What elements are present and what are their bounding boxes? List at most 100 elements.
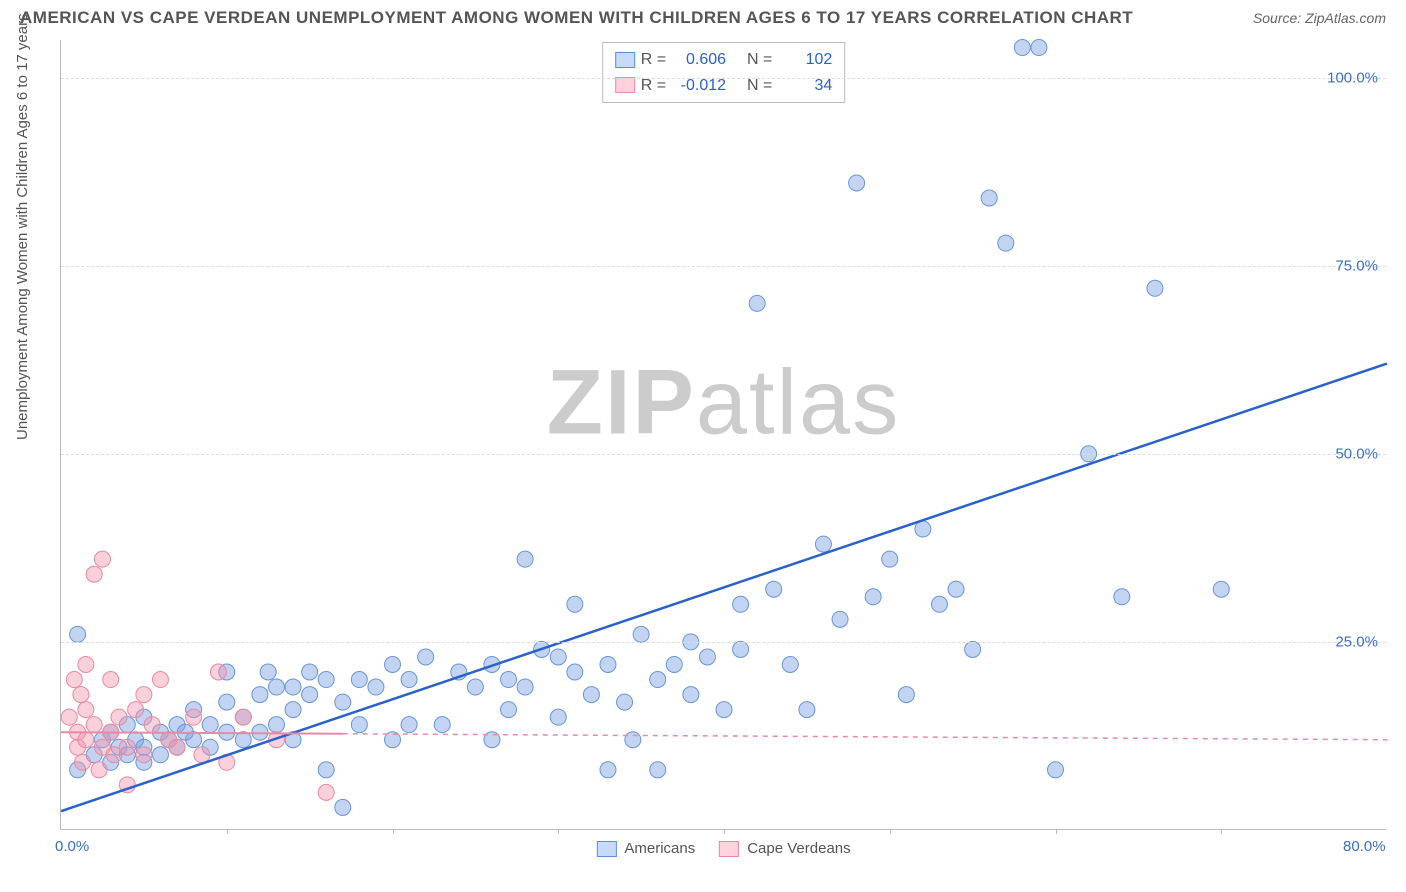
data-point bbox=[815, 536, 831, 552]
legend-series: Americans Cape Verdeans bbox=[596, 840, 850, 857]
data-point bbox=[351, 672, 367, 688]
data-point bbox=[136, 747, 152, 763]
data-point bbox=[186, 709, 202, 725]
data-point bbox=[699, 649, 715, 665]
data-point bbox=[567, 664, 583, 680]
data-point bbox=[1048, 762, 1064, 778]
data-point bbox=[73, 687, 89, 703]
data-point bbox=[260, 664, 276, 680]
n-value: 34 bbox=[778, 73, 832, 99]
y-tick-label: 100.0% bbox=[1327, 69, 1378, 86]
x-tick-mark bbox=[558, 829, 559, 834]
data-point bbox=[78, 702, 94, 718]
legend-label: Americans bbox=[624, 840, 695, 857]
data-point bbox=[210, 664, 226, 680]
data-point bbox=[998, 235, 1014, 251]
data-point bbox=[600, 762, 616, 778]
legend-swatch-blue bbox=[615, 52, 635, 68]
data-point bbox=[128, 702, 144, 718]
data-point bbox=[600, 656, 616, 672]
data-point bbox=[335, 694, 351, 710]
data-point bbox=[882, 551, 898, 567]
data-point bbox=[931, 596, 947, 612]
x-tick-mark bbox=[724, 829, 725, 834]
data-point bbox=[1147, 280, 1163, 296]
data-point bbox=[898, 687, 914, 703]
y-tick-label: 75.0% bbox=[1335, 257, 1378, 274]
y-tick-label: 50.0% bbox=[1335, 445, 1378, 462]
x-tick-label: 80.0% bbox=[1343, 838, 1386, 855]
data-point bbox=[782, 656, 798, 672]
grid-line bbox=[61, 78, 1386, 79]
legend-stats-row: R = -0.012 N = 34 bbox=[615, 73, 833, 99]
data-point bbox=[385, 656, 401, 672]
data-point bbox=[915, 521, 931, 537]
data-point bbox=[401, 717, 417, 733]
data-point bbox=[1014, 40, 1030, 56]
legend-stats-row: R = 0.606 N = 102 bbox=[615, 47, 833, 73]
data-point bbox=[75, 754, 91, 770]
data-point bbox=[111, 709, 127, 725]
x-tick-mark bbox=[1056, 829, 1057, 834]
data-point bbox=[633, 626, 649, 642]
data-point bbox=[1114, 589, 1130, 605]
data-point bbox=[169, 739, 185, 755]
data-point bbox=[318, 762, 334, 778]
data-point bbox=[517, 551, 533, 567]
data-point bbox=[550, 709, 566, 725]
grid-line bbox=[61, 266, 1386, 267]
grid-line bbox=[61, 642, 1386, 643]
data-point bbox=[351, 717, 367, 733]
data-point bbox=[625, 732, 641, 748]
legend-swatch-blue bbox=[596, 841, 616, 857]
r-label: R = bbox=[641, 47, 666, 73]
data-point bbox=[849, 175, 865, 191]
data-point bbox=[219, 694, 235, 710]
title-bar: AMERICAN VS CAPE VERDEAN UNEMPLOYMENT AM… bbox=[0, 0, 1406, 32]
data-point bbox=[318, 672, 334, 688]
data-point bbox=[268, 679, 284, 695]
data-point bbox=[1213, 581, 1229, 597]
data-point bbox=[733, 641, 749, 657]
data-point bbox=[94, 551, 110, 567]
data-point bbox=[302, 687, 318, 703]
data-point bbox=[434, 717, 450, 733]
data-point bbox=[194, 747, 210, 763]
legend-stats-box: R = 0.606 N = 102 R = -0.012 N = 34 bbox=[602, 42, 846, 103]
source-value: ZipAtlas.com bbox=[1305, 10, 1386, 26]
data-point bbox=[981, 190, 997, 206]
data-point bbox=[91, 762, 107, 778]
data-point bbox=[78, 656, 94, 672]
data-point bbox=[152, 672, 168, 688]
r-value: 0.606 bbox=[672, 47, 726, 73]
data-point bbox=[666, 656, 682, 672]
data-point bbox=[78, 732, 94, 748]
data-point bbox=[650, 672, 666, 688]
legend-item-americans: Americans bbox=[596, 840, 695, 857]
data-point bbox=[617, 694, 633, 710]
x-tick-label: 0.0% bbox=[55, 838, 89, 855]
data-point bbox=[61, 709, 77, 725]
scatter-chart: ZIPatlas R = 0.606 N = 102 R = -0.012 N … bbox=[60, 40, 1386, 830]
x-tick-mark bbox=[393, 829, 394, 834]
data-point bbox=[550, 649, 566, 665]
legend-swatch-pink bbox=[615, 77, 635, 93]
chart-title: AMERICAN VS CAPE VERDEAN UNEMPLOYMENT AM… bbox=[20, 8, 1133, 28]
data-point bbox=[401, 672, 417, 688]
legend-swatch-pink bbox=[719, 841, 739, 857]
data-point bbox=[70, 626, 86, 642]
n-label: N = bbox=[747, 73, 772, 99]
data-point bbox=[136, 687, 152, 703]
data-point bbox=[467, 679, 483, 695]
y-tick-label: 25.0% bbox=[1335, 633, 1378, 650]
data-point bbox=[186, 732, 202, 748]
data-point bbox=[103, 672, 119, 688]
data-point bbox=[832, 611, 848, 627]
data-point bbox=[1031, 40, 1047, 56]
data-point bbox=[285, 679, 301, 695]
data-point bbox=[948, 581, 964, 597]
data-point bbox=[119, 739, 135, 755]
data-point bbox=[766, 581, 782, 597]
data-point bbox=[683, 687, 699, 703]
grid-line bbox=[61, 454, 1386, 455]
